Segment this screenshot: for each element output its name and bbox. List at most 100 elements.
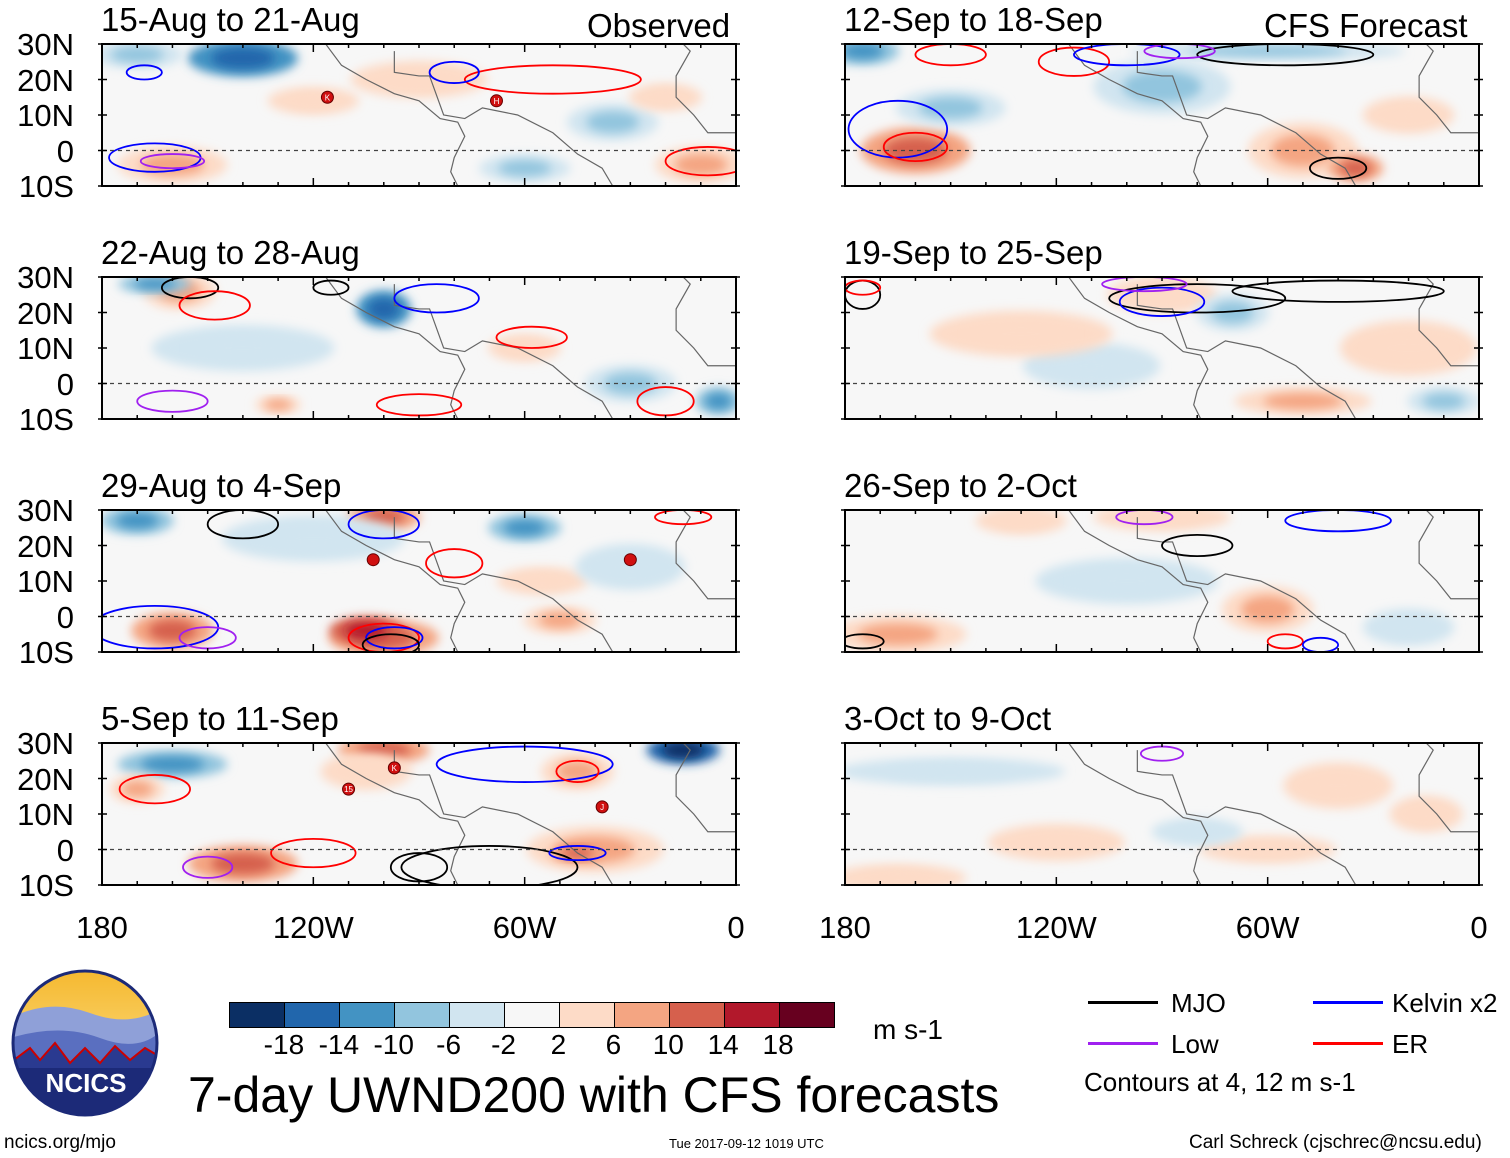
panel-title: 12-Sep to 18-Sep <box>844 1 1103 38</box>
map-panel <box>841 742 1483 886</box>
lat-tick-label: 10N <box>17 98 74 133</box>
map-panel <box>98 276 740 420</box>
coastline <box>675 44 736 134</box>
lat-tick-label: 10N <box>17 564 74 599</box>
wind-anomaly <box>1241 596 1295 623</box>
red-contour <box>1037 46 1111 77</box>
blue-contour <box>1301 636 1340 652</box>
purple-contour <box>1101 277 1188 293</box>
wind-anomaly <box>1405 803 1448 825</box>
wind-anomaly <box>503 519 546 536</box>
lon-tick-label: 0 <box>1470 910 1488 945</box>
blue-contour <box>393 283 480 314</box>
red-contour <box>495 325 568 349</box>
wind-anomaly <box>994 512 1048 529</box>
lat-tick-label: 30N <box>17 726 74 761</box>
lat-tick-label: 10S <box>18 635 74 670</box>
black-contour <box>312 279 350 296</box>
wind-anomaly <box>515 573 569 589</box>
wind-anomaly <box>858 623 938 645</box>
wind-anomaly <box>1016 831 1096 854</box>
legend-label-mjo: MJO <box>1171 988 1226 1018</box>
colorbar-tick-label: 18 <box>762 1029 794 1060</box>
coastline <box>324 510 466 652</box>
wind-anomaly <box>1211 301 1254 324</box>
black-contour <box>400 845 579 885</box>
black-contour <box>1196 44 1375 67</box>
coastline <box>324 743 466 885</box>
purple-contour <box>139 153 206 170</box>
hurricane-icon <box>623 553 637 567</box>
wind-anomaly <box>379 68 459 91</box>
panel-title: 5-Sep to 11-Sep <box>101 700 339 737</box>
map-panel <box>841 43 1483 187</box>
wind-anomaly <box>1051 352 1132 380</box>
blue-contour <box>1073 44 1181 67</box>
colorbar-swatch <box>449 1003 504 1027</box>
colorbar-tick-label: 10 <box>652 1029 684 1060</box>
black-contour <box>361 633 420 652</box>
coastline <box>324 277 466 419</box>
lon-tick-label: 180 <box>819 910 871 945</box>
colorbar-tick-label: -2 <box>491 1029 516 1060</box>
colorbar-units: m s-1 <box>873 1014 943 1045</box>
coastline <box>675 510 736 600</box>
blue-contour <box>365 626 424 650</box>
forecast-label: CFS Forecast <box>1264 7 1468 44</box>
coastline <box>324 44 466 186</box>
red-contour <box>178 290 251 321</box>
panel-title: 19-Sep to 25-Sep <box>844 234 1103 271</box>
wind-anomaly <box>598 553 663 581</box>
lat-tick-label: 20N <box>17 62 74 98</box>
wind-anomaly <box>110 46 164 63</box>
legend-line-mjo <box>1088 1001 1158 1004</box>
wind-anomaly <box>190 334 296 362</box>
credit: Carl Schreck (cjschrec@ncsu.edu) <box>1189 1132 1482 1153</box>
colorbar-tick-label: -14 <box>318 1029 360 1060</box>
wind-anomaly <box>345 622 388 639</box>
wind-anomaly <box>1306 772 1370 799</box>
coastline <box>675 743 736 833</box>
storm-label: K <box>325 93 331 102</box>
panel-title: 29-Aug to 4-Sep <box>101 467 342 504</box>
purple-contour <box>136 389 209 413</box>
lon-tick-label: 60W <box>492 910 557 945</box>
colorbar-tick-label: 14 <box>707 1029 739 1060</box>
colorbar <box>229 1002 835 1028</box>
colorbar-tick-label: -6 <box>436 1029 462 1060</box>
lon-tick-label: 120W <box>1015 910 1097 945</box>
colorbar-tick-label: -18 <box>263 1029 305 1060</box>
wind-anomaly <box>845 44 884 60</box>
coastline <box>1136 284 1357 419</box>
wind-anomaly <box>644 89 687 106</box>
legend-label-low: Low <box>1171 1029 1219 1059</box>
wind-anomaly <box>858 869 938 885</box>
coastline <box>1067 510 1209 652</box>
panel-title: 3-Oct to 9-Oct <box>844 700 1052 737</box>
coastline <box>1136 517 1357 652</box>
coastline <box>1418 44 1479 134</box>
purple-contour <box>182 855 234 879</box>
timestamp: Tue 2017-09-12 1019 UTC <box>669 1136 824 1151</box>
red-contour <box>118 774 191 805</box>
coastline <box>1067 44 1209 186</box>
blue-contour <box>548 845 607 862</box>
blue-contour <box>347 510 420 540</box>
purple-contour <box>1143 44 1216 60</box>
colorbar-swatch <box>394 1003 449 1027</box>
ncics-logo: NCICS <box>11 969 159 1117</box>
hurricane-icon <box>489 94 503 108</box>
lat-tick-label: 20N <box>17 528 74 564</box>
lat-tick-label: 0 <box>56 133 74 169</box>
blue-contour <box>428 60 480 84</box>
wind-anomaly <box>586 111 640 133</box>
colorbar-swatch <box>614 1003 669 1027</box>
lat-tick-label: 30N <box>17 27 74 62</box>
lat-tick-label: 10N <box>17 331 74 366</box>
wind-anomaly <box>140 756 205 773</box>
footer-url[interactable]: ncics.org/mjo <box>4 1132 116 1153</box>
coastline <box>393 284 614 419</box>
wind-anomaly <box>1382 104 1435 126</box>
lat-tick-label: 20N <box>17 761 74 797</box>
lat-tick-label: 0 <box>56 599 74 635</box>
